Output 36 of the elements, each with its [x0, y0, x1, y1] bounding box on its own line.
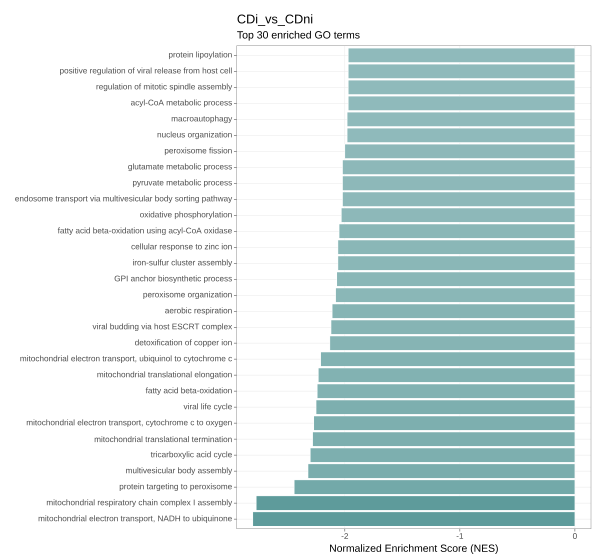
y-tick-label: peroxisome fission	[164, 147, 232, 156]
y-tick-label: protein targeting to peroxisome	[120, 483, 232, 491]
y-tick-label: viral life cycle	[184, 403, 232, 411]
x-tick-label: 0	[572, 533, 577, 539]
y-tick-label: nucleus organization	[158, 131, 232, 140]
chart-subtitle: Top 30 enriched GO terms	[237, 30, 360, 41]
y-tick-label: regulation of mitotic spindle assembly	[96, 83, 232, 92]
y-tick-label: mitochondrial electron transport, ubiquinol to cytochrome c	[20, 355, 232, 364]
y-tick-label: pyruvate metabolic process	[132, 179, 232, 188]
y-tick-label: acyl-CoA metabolic process	[130, 99, 232, 108]
x-tick-label: -1	[456, 533, 464, 539]
y-tick-label: aerobic respiration	[165, 307, 232, 316]
y-tick-label: mitochondrial translational elongation	[97, 371, 232, 379]
y-tick-label: cellular response to zinc ion	[131, 243, 232, 252]
y-tick-label: fatty acid beta-oxidation	[146, 387, 232, 395]
y-tick-label: peroxisome organization	[143, 291, 232, 300]
y-tick-label: iron-sulfur cluster assembly	[133, 259, 232, 268]
y-tick-label: fatty acid beta-oxidation using acyl-CoA oxidase	[58, 227, 232, 236]
x-tick-label: -2	[342, 533, 348, 539]
y-tick-label: macroautophagy	[172, 115, 232, 124]
y-tick-label: detoxification of copper ion	[135, 339, 232, 348]
y-tick-label: positive regulation of viral release from host cell	[60, 67, 232, 76]
y-tick-label: glutamate metabolic process	[128, 163, 232, 172]
y-tick-label: multivesicular body assembly	[126, 467, 232, 475]
y-tick-label: mitochondrial respiratory chain complex I assembly	[46, 499, 232, 507]
y-tick-label: viral budding via host ESCRT complex	[92, 323, 232, 332]
y-tick-label: endosome transport via multivesicular body sorting pathway	[15, 195, 232, 204]
y-tick-label: mitochondrial electron transport, NADH to ubiquinone	[38, 515, 232, 523]
y-tick-label: tricarboxylic acid cycle	[150, 451, 232, 459]
y-tick-label: GPI anchor biosynthetic process	[114, 275, 232, 284]
y-tick-label: mitochondrial electron transport, cytochrome c to oxygen	[26, 419, 232, 427]
chart-title: CDi_vs_CDni	[238, 14, 312, 26]
y-tick-label: mitochondrial translational termination	[94, 436, 232, 442]
y-tick-label: protein lipoylation	[168, 51, 232, 60]
y-tick-label: oxidative phosphorylation	[140, 211, 232, 220]
x-axis-title: Normalized Enrichment Score (NES)	[330, 544, 498, 554]
